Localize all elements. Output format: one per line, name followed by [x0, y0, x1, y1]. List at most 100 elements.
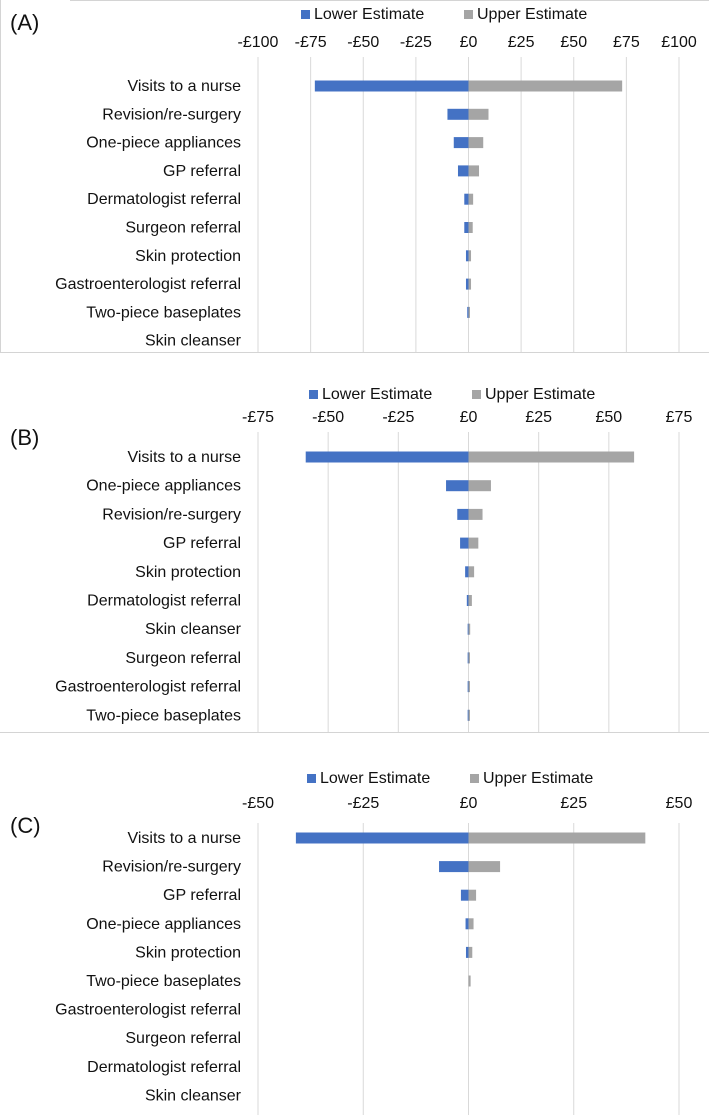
category-label: Dermatologist referral — [87, 191, 241, 208]
category-label: One-piece appliances — [86, 135, 241, 152]
bar-lower-estimate — [457, 508, 469, 520]
legend-swatch-lower — [309, 390, 318, 399]
bar-lower-estimate — [465, 250, 469, 262]
legend-swatch-upper — [472, 390, 481, 399]
panel-label: (C) — [10, 813, 41, 838]
category-label: Surgeon referral — [125, 650, 241, 667]
tick-label: £50 — [560, 34, 587, 51]
panel-divider — [0, 732, 709, 733]
category-label: GP referral — [163, 887, 241, 904]
category-label: Skin protection — [135, 248, 241, 265]
category-label: Dermatologist referral — [87, 1059, 241, 1076]
bar-upper-estimate — [468, 193, 474, 205]
category-label: Skin protection — [135, 944, 241, 961]
bar-upper-estimate — [468, 566, 475, 578]
bar-lower-estimate — [453, 137, 469, 149]
category-label: Skin cleanser — [145, 621, 242, 638]
bar-upper-estimate — [468, 451, 635, 463]
category-label: Visits to a nurse — [127, 78, 241, 95]
category-label: Dermatologist referral — [87, 593, 241, 610]
category-label: Skin protection — [135, 564, 241, 581]
tick-label: £75 — [666, 409, 693, 426]
bar-upper-estimate — [468, 108, 489, 120]
bar-lower-estimate — [447, 108, 469, 120]
tick-label: £25 — [525, 409, 552, 426]
panel-label: (A) — [10, 10, 39, 35]
tick-label: £0 — [460, 34, 478, 51]
panel-divider — [0, 352, 709, 353]
tick-label: -£100 — [238, 34, 279, 51]
category-label: Two-piece baseplates — [86, 304, 241, 321]
category-label: Surgeon referral — [125, 1030, 241, 1047]
tick-label: £50 — [595, 409, 622, 426]
bar-lower-estimate — [465, 946, 469, 958]
bar-upper-estimate — [468, 278, 472, 290]
category-label: Revision/re-surgery — [102, 859, 241, 876]
bar-upper-estimate — [468, 623, 471, 635]
bar-lower-estimate — [467, 623, 470, 635]
bar-lower-estimate — [464, 193, 469, 205]
category-label: Gastroenterologist referral — [55, 679, 241, 696]
bar-upper-estimate — [468, 137, 484, 149]
legend-label-lower: Lower Estimate — [314, 6, 424, 23]
tick-label: £0 — [460, 795, 478, 812]
legend-swatch-upper — [470, 774, 479, 783]
legend-swatch-upper — [464, 10, 473, 19]
bar-upper-estimate — [468, 480, 491, 492]
bar-lower-estimate — [466, 595, 469, 606]
tick-label: £50 — [666, 795, 693, 812]
bar-upper-estimate — [468, 832, 646, 844]
legend-label-upper: Upper Estimate — [477, 6, 587, 23]
category-label: Visits to a nurse — [127, 449, 241, 466]
panel-label: (B) — [10, 425, 39, 450]
bar-lower-estimate — [465, 918, 469, 930]
category-label: GP referral — [163, 535, 241, 552]
tick-label: -£75 — [242, 409, 274, 426]
bar-upper-estimate — [468, 709, 470, 721]
legend-swatch-lower — [307, 774, 316, 783]
bar-upper-estimate — [468, 250, 472, 262]
bar-upper-estimate — [468, 946, 473, 958]
tick-label: -£50 — [312, 409, 344, 426]
top-border-line — [70, 0, 709, 1]
bar-upper-estimate — [468, 222, 473, 233]
category-label: One-piece appliances — [86, 916, 241, 933]
bar-upper-estimate — [468, 537, 479, 549]
category-label: GP referral — [163, 163, 241, 180]
tick-label: -£25 — [400, 34, 432, 51]
category-label: Skin cleanser — [145, 1087, 242, 1104]
bar-lower-estimate — [464, 222, 469, 233]
tick-label: -£75 — [295, 34, 327, 51]
tick-label: -£25 — [382, 409, 414, 426]
tick-label: £0 — [460, 409, 478, 426]
tick-label: £25 — [560, 795, 587, 812]
category-label: Two-piece baseplates — [86, 973, 241, 990]
bar-lower-estimate — [457, 165, 469, 177]
bar-upper-estimate — [468, 80, 623, 92]
bar-lower-estimate — [314, 80, 469, 92]
bar-lower-estimate — [446, 480, 469, 492]
bar-lower-estimate — [467, 681, 470, 693]
bar-upper-estimate — [468, 861, 501, 873]
bar-lower-estimate — [295, 832, 469, 844]
bar-upper-estimate — [468, 889, 477, 901]
tick-label: £100 — [661, 34, 697, 51]
side-border-line — [0, 0, 1, 352]
legend-label-upper: Upper Estimate — [483, 770, 593, 787]
bar-upper-estimate — [468, 918, 474, 930]
bar-lower-estimate — [467, 306, 469, 318]
category-label: Gastroenterologist referral — [55, 1002, 241, 1019]
legend-swatch-lower — [301, 10, 310, 19]
tick-label: £25 — [508, 34, 535, 51]
legend-label-lower: Lower Estimate — [322, 386, 432, 403]
category-label: Skin cleanser — [145, 333, 242, 350]
bar-upper-estimate — [468, 975, 471, 987]
bar-upper-estimate — [468, 508, 483, 520]
bar-lower-estimate — [439, 861, 469, 873]
bar-lower-estimate — [465, 566, 469, 578]
tick-label: -£25 — [347, 795, 379, 812]
tick-label: -£50 — [347, 34, 379, 51]
tick-label: £75 — [613, 34, 640, 51]
legend-label-lower: Lower Estimate — [320, 770, 430, 787]
